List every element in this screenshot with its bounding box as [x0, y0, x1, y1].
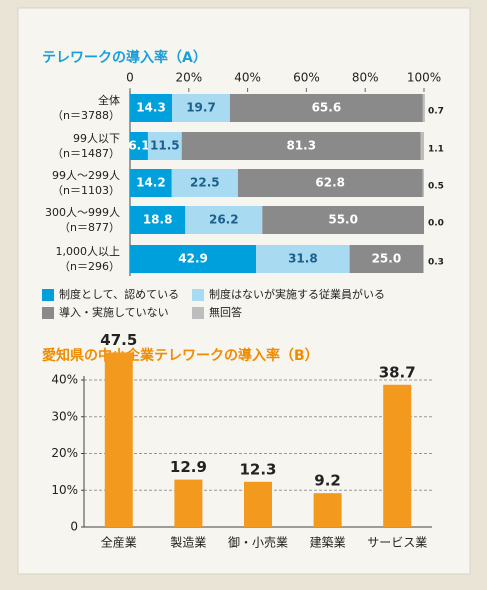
legend-label: 制度はないが実施する従業員がいる: [209, 287, 385, 301]
bar-segment: [422, 169, 424, 197]
data-label: 12.3: [239, 460, 276, 478]
bar-segment: [262, 206, 424, 234]
y-tick-sublabel: （n＝877）: [59, 221, 120, 234]
data-label: 6.1: [128, 139, 149, 153]
legend-swatch: [42, 289, 54, 301]
data-label: 65.6: [312, 101, 342, 115]
legend-label: 制度として、認めている: [59, 287, 179, 301]
bar-segment: [256, 245, 350, 273]
bar-segment: [420, 132, 424, 160]
bar: [383, 384, 412, 527]
legend-label: 導入・実施していない: [59, 305, 169, 319]
legend-swatch: [192, 289, 204, 301]
x-tick-label: 全産業: [101, 535, 137, 550]
bar-segment: [349, 245, 424, 273]
bar-segment: [130, 132, 148, 160]
y-tick-sublabel: （n＝1487）: [52, 147, 120, 160]
data-label: 9.2: [314, 472, 341, 490]
y-tick-label: 10%: [51, 483, 78, 497]
y-tick-label: 1,000人以上: [56, 245, 121, 258]
bar-segment: [423, 245, 424, 273]
x-tick-label: 御・小売業: [228, 535, 288, 550]
x-tick-label: 製造業: [170, 536, 206, 550]
x-tick-label: 建築業: [310, 535, 346, 550]
y-tick-label: 全体: [98, 93, 120, 107]
data-label: 0.7: [428, 107, 444, 117]
bar-segment: [229, 94, 423, 122]
x-tick-label: 60%: [293, 71, 320, 85]
y-tick-sublabel: （n＝1103）: [52, 184, 120, 197]
bar-segment: [422, 94, 425, 122]
y-tick-label: 99人以下: [73, 132, 120, 145]
bar-segment: [171, 169, 238, 197]
y-tick-sublabel: （n＝3788）: [52, 109, 120, 122]
data-label: 22.5: [190, 176, 220, 190]
data-label: 14.3: [136, 101, 166, 115]
y-tick-label: 30%: [51, 409, 78, 423]
y-tick-label: 300人～999人: [45, 206, 120, 219]
data-label: 47.5: [100, 331, 137, 349]
data-label: 1.1: [428, 145, 444, 155]
x-tick-label: 20%: [175, 71, 202, 85]
data-label: 0.0: [428, 219, 444, 229]
bar-segment: [130, 169, 172, 197]
bar-segment: [130, 94, 173, 122]
bar: [313, 493, 342, 527]
x-tick-label: 40%: [234, 71, 261, 85]
data-label: 31.8: [288, 252, 318, 266]
bar-segment: [185, 206, 263, 234]
chart-title: テレワークの導入率（A）: [42, 49, 207, 66]
data-label: 62.8: [315, 176, 345, 190]
legend-label: 無回答: [209, 305, 242, 319]
legend-swatch: [42, 307, 54, 319]
bar: [174, 479, 203, 527]
bar-segment: [130, 245, 257, 273]
data-label: 26.2: [209, 213, 239, 227]
bar-segment: [181, 132, 421, 160]
data-label: 0.3: [428, 258, 444, 268]
x-tick-label: 0: [126, 71, 134, 85]
data-label: 19.7: [186, 101, 216, 115]
data-label: 11.5: [150, 139, 180, 153]
y-tick-label: 0: [70, 520, 78, 534]
y-tick-label: 40%: [51, 373, 78, 387]
y-tick-label: 20%: [51, 446, 78, 460]
bar-segment: [130, 206, 186, 234]
bar: [104, 352, 133, 527]
data-label: 0.5: [428, 182, 444, 192]
bar-segment: [172, 94, 230, 122]
y-tick-sublabel: （n＝296）: [59, 260, 120, 273]
data-label: 81.3: [286, 139, 316, 153]
data-label: 12.9: [170, 458, 207, 476]
data-label: 14.2: [136, 176, 166, 190]
x-tick-label: サービス業: [367, 536, 427, 550]
data-label: 38.7: [379, 363, 416, 381]
data-label: 18.8: [143, 213, 173, 227]
data-label: 25.0: [372, 252, 402, 266]
x-tick-label: 100%: [407, 71, 441, 85]
data-label: 55.0: [328, 213, 358, 227]
bar-segment: [237, 169, 423, 197]
bar-segment: [147, 132, 182, 160]
legend-swatch: [192, 307, 204, 319]
x-tick-label: 80%: [352, 71, 379, 85]
data-label: 42.9: [178, 252, 208, 266]
chart-title: 愛知県の中小企業テレワークの導入率（B）: [42, 347, 319, 364]
bar: [244, 481, 272, 527]
y-tick-label: 99人～299人: [52, 169, 120, 182]
